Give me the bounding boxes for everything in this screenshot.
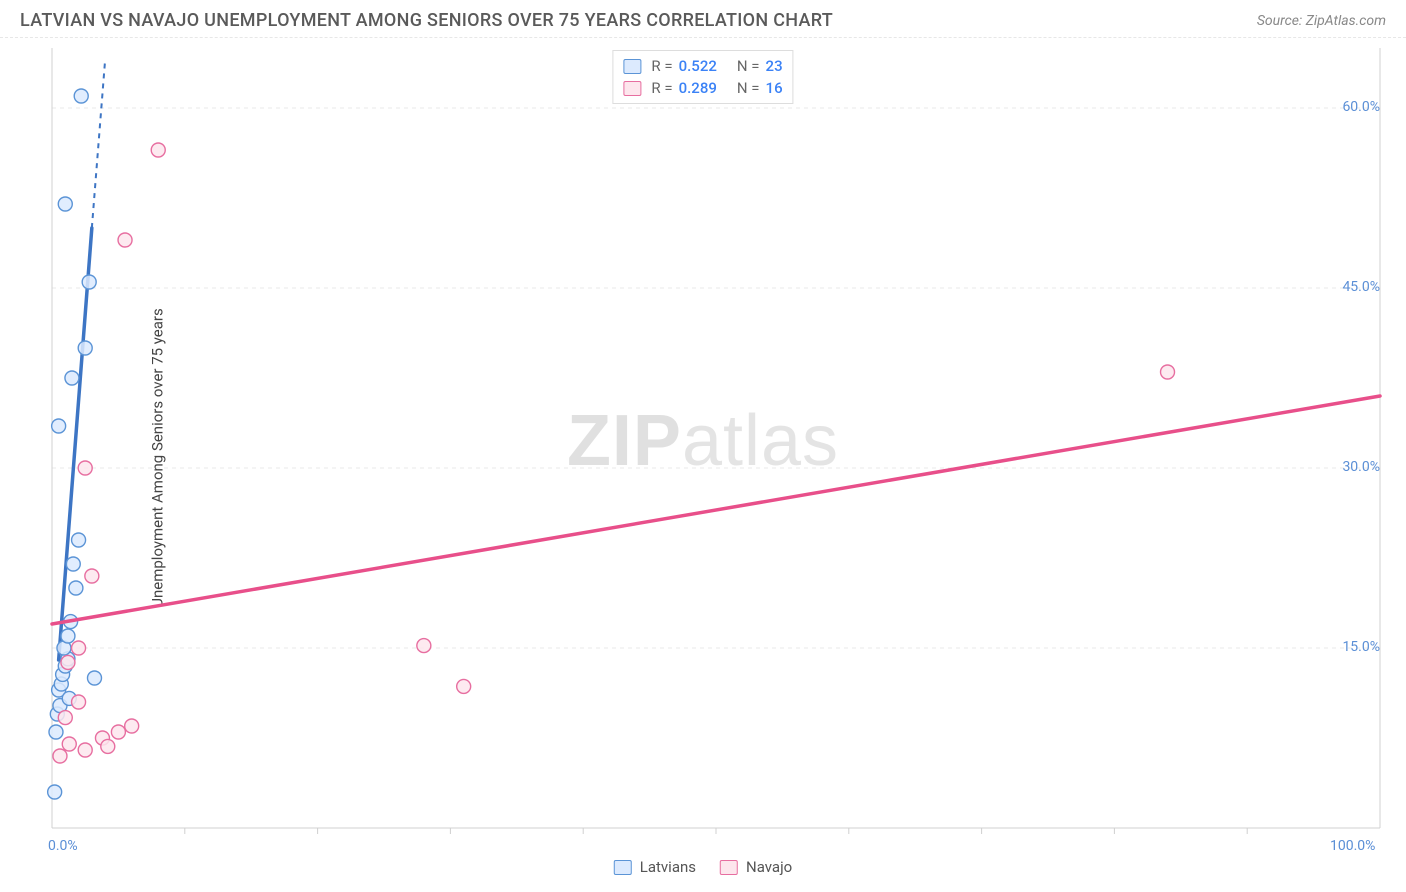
- chart-area: Unemployment Among Seniors over 75 years…: [0, 38, 1406, 878]
- source-name: ZipAtlas.com: [1306, 13, 1386, 29]
- series-legend: Latvians Navajo: [614, 858, 792, 876]
- x-tick-label: 100.0%: [1330, 838, 1375, 854]
- n-label: N =: [737, 57, 760, 75]
- swatch-navajo-icon: [623, 81, 641, 96]
- y-tick-label: 30.0%: [1320, 459, 1380, 475]
- source-attribution: Source: ZipAtlas.com: [1257, 13, 1386, 29]
- r-value-latvians: 0.522: [679, 57, 717, 75]
- stats-row-navajo: R = 0.289 N = 16: [623, 77, 782, 99]
- source-prefix: Source:: [1257, 13, 1306, 29]
- legend-item-latvians: Latvians: [614, 858, 696, 876]
- swatch-navajo-icon: [720, 860, 738, 875]
- x-tick-label: 0.0%: [48, 838, 78, 854]
- y-tick-label: 45.0%: [1320, 279, 1380, 295]
- legend-item-navajo: Navajo: [720, 858, 792, 876]
- r-label: R =: [651, 57, 672, 75]
- swatch-latvians-icon: [614, 860, 632, 875]
- legend-label-latvians: Latvians: [640, 858, 696, 876]
- n-label: N =: [737, 79, 760, 97]
- y-tick-label: 15.0%: [1320, 639, 1380, 655]
- legend-label-navajo: Navajo: [746, 858, 792, 876]
- swatch-latvians-icon: [623, 59, 641, 74]
- n-value-latvians: 23: [766, 57, 783, 75]
- stats-legend: R = 0.522 N = 23 R = 0.289 N = 16: [612, 50, 793, 104]
- stats-row-latvians: R = 0.522 N = 23: [623, 55, 782, 77]
- n-value-navajo: 16: [766, 79, 783, 97]
- r-label: R =: [651, 79, 672, 97]
- r-value-navajo: 0.289: [679, 79, 717, 97]
- chart-header: LATVIAN VS NAVAJO UNEMPLOYMENT AMONG SEN…: [0, 0, 1406, 38]
- chart-title: LATVIAN VS NAVAJO UNEMPLOYMENT AMONG SEN…: [20, 10, 833, 31]
- scatter-plot-svg: [0, 38, 1406, 858]
- y-tick-label: 60.0%: [1320, 99, 1380, 115]
